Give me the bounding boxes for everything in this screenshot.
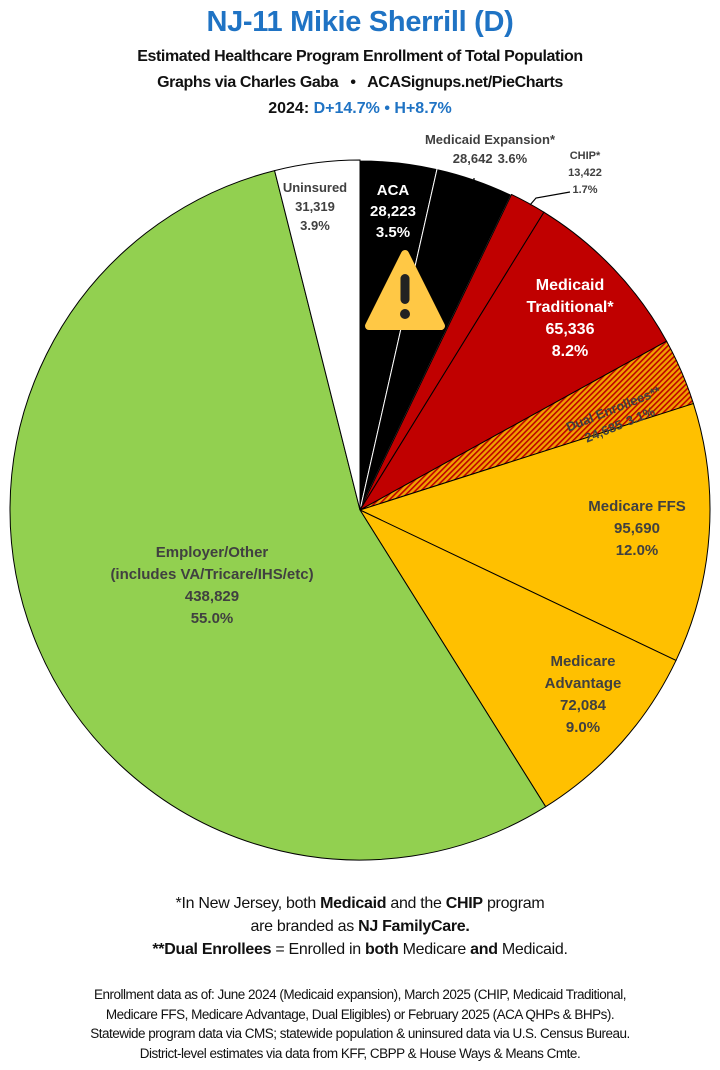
pie-slice-uninsured bbox=[273, 159, 361, 511]
slice-value: 55.0% bbox=[191, 610, 234, 627]
slice-name: Medicaid bbox=[536, 277, 604, 294]
slice-count: 13,422 bbox=[568, 167, 602, 179]
note-text: *In New Jersey, both bbox=[175, 895, 321, 912]
slice-label-text: Medicare bbox=[550, 653, 615, 670]
slice-label-text: Medicaid bbox=[536, 277, 604, 294]
slice-count: 438,829 bbox=[185, 588, 239, 605]
note-text: program bbox=[482, 895, 545, 912]
pie-slice-medicare-ffs bbox=[358, 402, 711, 662]
slice-count: 65,336 bbox=[546, 321, 595, 338]
lean-year: 2024: bbox=[268, 100, 310, 117]
slice-count: 95,690 bbox=[614, 520, 660, 537]
slice-name: CHIP* bbox=[570, 150, 601, 162]
slice-percent: 55.0% bbox=[191, 610, 234, 627]
slice-label-aca: ACA 28,223 3.5% bbox=[370, 182, 416, 241]
pie-slice-employer-other bbox=[9, 169, 547, 861]
slice-value: 8.2% bbox=[552, 343, 588, 360]
slice-value: 95,690 bbox=[614, 520, 660, 537]
slice-count: 72,084 bbox=[560, 697, 607, 714]
source-line: Statewide program data via CMS; statewid… bbox=[90, 1026, 630, 1041]
lean-d: D+14.7% bbox=[313, 100, 380, 117]
note-bold: Medicaid bbox=[320, 895, 387, 912]
slice-name: Medicare bbox=[550, 653, 615, 670]
slice-value: 28,642 3.6% bbox=[453, 151, 528, 166]
slice-value: 1.7% bbox=[572, 184, 597, 196]
slice-name: Uninsured bbox=[283, 180, 347, 195]
chart-subtitle: Estimated Healthcare Program Enrollment … bbox=[137, 48, 583, 65]
footnote-1: *In New Jersey, both Medicaid and the CH… bbox=[0, 892, 720, 915]
slice-name: Medicare FFS bbox=[588, 498, 686, 515]
slice-value: 3.5% bbox=[376, 224, 410, 241]
slice-value: 72,084 bbox=[560, 697, 607, 714]
pie-slice-medicaid-traditional bbox=[358, 211, 668, 512]
note-text: and the bbox=[386, 895, 446, 912]
note-text: Medicare bbox=[398, 941, 471, 958]
source-line: Enrollment data as of: June 2024 (Medica… bbox=[93, 987, 627, 1002]
chart-title: NJ-11 Mikie Sherrill (D) bbox=[206, 6, 514, 38]
slice-name: (includes VA/Tricare/IHS/etc) bbox=[110, 566, 313, 583]
slice-percent: 3.6% bbox=[498, 151, 528, 166]
footnote-3: **Dual Enrollees = Enrolled in both Medi… bbox=[0, 938, 720, 961]
note-text: are branded as bbox=[250, 918, 359, 935]
slice-label-text: ACA bbox=[377, 182, 410, 199]
slice-name: Advantage bbox=[545, 675, 622, 692]
slice-name: Traditional* bbox=[526, 299, 614, 316]
slice-label-text: Employer/Other bbox=[156, 544, 269, 561]
slice-label-uninsured: Uninsured 31,319 3.9% bbox=[283, 180, 347, 233]
slice-value: 31,319 bbox=[295, 199, 335, 214]
slice-percent: 9.0% bbox=[566, 719, 600, 736]
slice-label-employer-other: Employer/Other (includes VA/Tricare/IHS/e… bbox=[110, 544, 313, 627]
slice-label-medicaid-traditional: Medicaid Traditional* 65,336 8.2% bbox=[526, 277, 614, 360]
lean-h: H+8.7% bbox=[394, 100, 452, 117]
slice-percent: 12.0% bbox=[616, 542, 659, 559]
slice-label-medicare-ffs: Medicare FFS 95,690 12.0% bbox=[588, 498, 686, 559]
leader-line-chip bbox=[529, 191, 571, 206]
pie-slice-medicare-advantage bbox=[358, 508, 677, 808]
note-bold: CHIP bbox=[445, 895, 483, 912]
slice-label-text: Medicaid Expansion* bbox=[425, 132, 556, 147]
slice-count: 28,642 bbox=[453, 151, 493, 166]
slice-value: 28,223 bbox=[370, 203, 416, 220]
slice-value: 65,336 bbox=[546, 321, 595, 338]
slice-value: 438,829 bbox=[185, 588, 239, 605]
warning-icon bbox=[365, 250, 445, 330]
slice-percent: 3.9% bbox=[300, 218, 330, 233]
slice-value: 12.0% bbox=[616, 542, 659, 559]
slice-count: 31,319 bbox=[295, 199, 335, 214]
partisan-lean: 2024: D+14.7% • H+8.7% bbox=[0, 100, 720, 118]
note-text: = Enrolled in bbox=[271, 941, 365, 958]
slice-label-text: CHIP* bbox=[570, 150, 601, 162]
slice-label-text: Traditional* bbox=[526, 299, 614, 316]
slice-label-medicare-advantage: Medicare Advantage 72,084 9.0% bbox=[545, 653, 622, 736]
slice-label-text: Advantage bbox=[545, 675, 622, 692]
lean-sep: • bbox=[384, 100, 390, 117]
slice-name: Medicaid Expansion* bbox=[425, 132, 556, 147]
slice-label-text: Medicare FFS bbox=[588, 498, 686, 515]
source-line: Medicare FFS, Medicare Advantage, Dual E… bbox=[105, 1006, 615, 1022]
footnote-2: are branded as NJ FamilyCare. bbox=[0, 915, 720, 938]
slice-value: 3.9% bbox=[300, 218, 330, 233]
slice-label-text: Uninsured bbox=[283, 180, 347, 195]
slice-count: 28,223 bbox=[370, 203, 416, 220]
note-bold: NJ FamilyCare. bbox=[358, 918, 470, 935]
slice-name: Employer/Other bbox=[156, 544, 269, 561]
source-notes: Enrollment data as of: June 2024 (Medica… bbox=[0, 985, 720, 1063]
footnotes: *In New Jersey, both Medicaid and the CH… bbox=[0, 892, 720, 961]
chart-credit: Graphs via Charles Gaba • ACASignups.net… bbox=[157, 74, 563, 91]
source-line: District-level estimates via data from K… bbox=[139, 1045, 581, 1061]
note-bold: **Dual Enrollees bbox=[152, 941, 272, 958]
slice-label-chip: CHIP* 13,422 1.7% bbox=[568, 150, 602, 196]
slice-label-text: (includes VA/Tricare/IHS/etc) bbox=[110, 566, 313, 583]
slice-value: 9.0% bbox=[566, 719, 600, 736]
slice-label-medicaid-expansion: Medicaid Expansion* 28,642 3.6% bbox=[425, 132, 556, 166]
note-text: Medicaid. bbox=[497, 941, 568, 958]
slice-percent: 8.2% bbox=[552, 343, 588, 360]
slice-name: ACA bbox=[377, 182, 410, 199]
pie-chart: ACA 28,223 3.5% Medicaid Expansion* 28,642 3.… bbox=[9, 132, 711, 861]
slice-value: 13,422 bbox=[568, 167, 602, 179]
note-bold: both bbox=[364, 941, 399, 958]
slice-percent: 1.7% bbox=[572, 184, 597, 196]
note-bold: and bbox=[470, 941, 498, 958]
slice-percent: 3.5% bbox=[376, 224, 410, 241]
